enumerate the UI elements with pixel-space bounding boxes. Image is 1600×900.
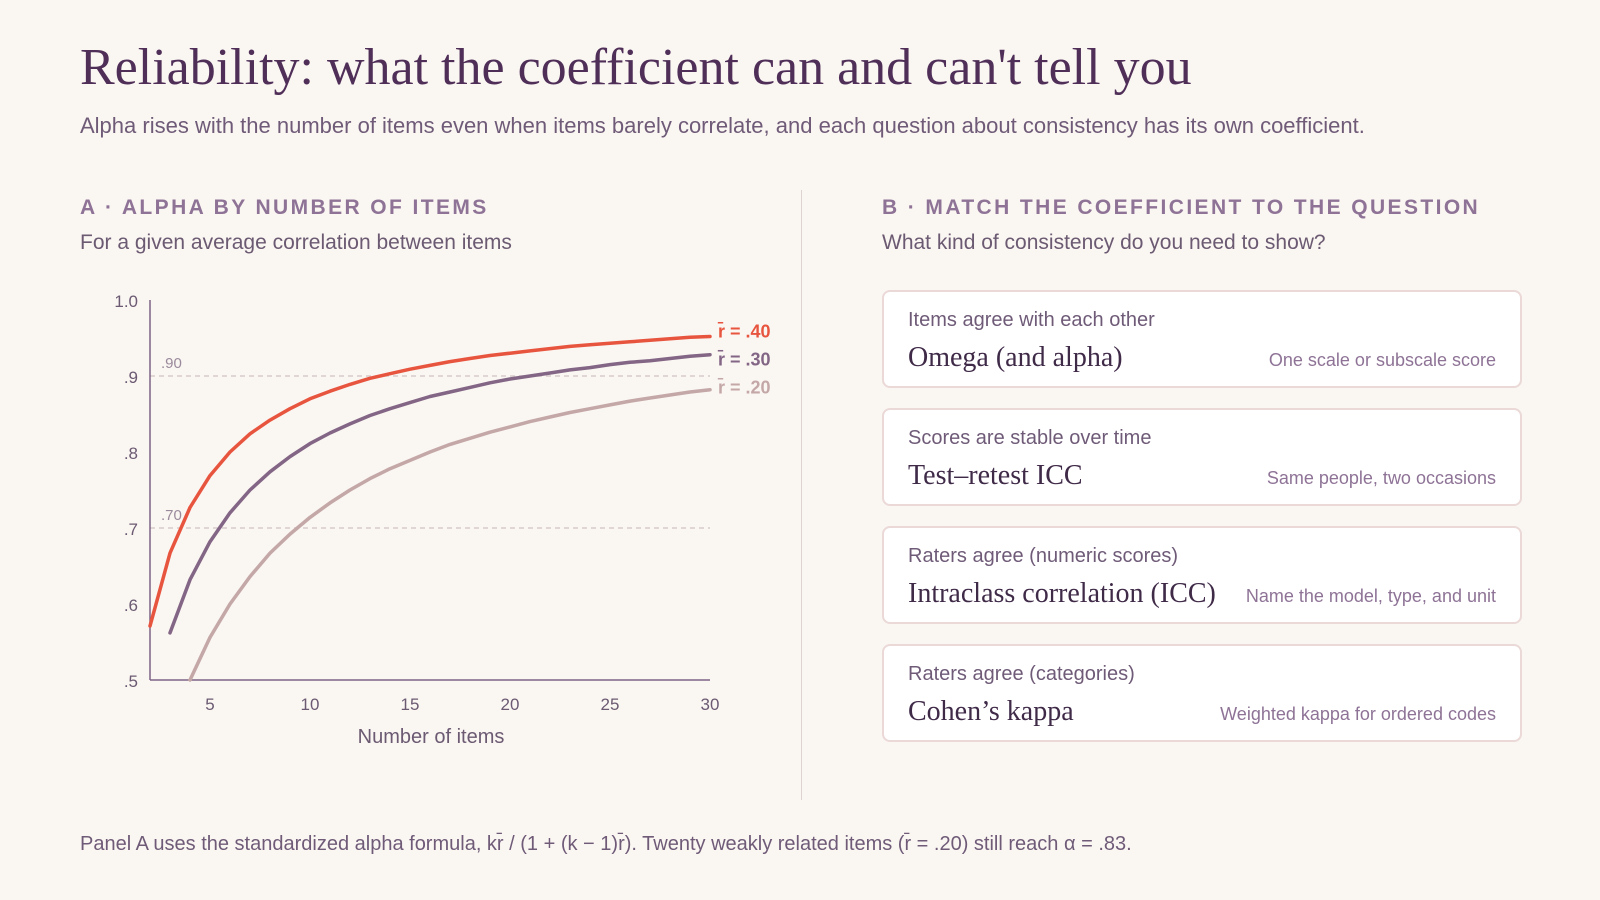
coefficient-card-kappa: Raters agree (categories) Cohen’s kappa … [882, 644, 1522, 742]
reference-lines: .90 .70 [150, 355, 710, 529]
reference-line-label: .90 [161, 355, 182, 372]
x-tick-label: 30 [701, 695, 720, 714]
series-labels: r̄ = .40 r̄ = .30 r̄ = .20 [717, 321, 770, 397]
card-note: One scale or subscale score [1268, 350, 1496, 370]
series-line-r02 [188, 387, 712, 682]
y-tick-label: 1.0 [114, 292, 138, 311]
x-tick-label: 15 [401, 695, 420, 714]
card-question: Items agree with each other [908, 309, 1155, 331]
panel-divider [801, 190, 802, 800]
panel-a-heading: A · ALPHA BY NUMBER OF ITEMS [80, 196, 489, 219]
alpha-line-chart: .90 .70 .5 .6 .7 .8 .9 1.0 5 10 15 20 25 30 r̄ = .40… [114, 292, 770, 748]
chart-axes: .5 .6 .7 .8 .9 1.0 5 10 15 20 25 30 [114, 292, 719, 714]
coefficient-card-icc: Raters agree (numeric scores) Intraclass… [882, 526, 1522, 624]
x-tick-label: 10 [301, 695, 320, 714]
panel-b-heading: B · MATCH THE COEFFICIENT TO THE QUESTIO… [882, 196, 1481, 219]
card-question: Raters agree (numeric scores) [908, 545, 1179, 567]
series-end-label: r̄ = .20 [717, 377, 770, 397]
card-note: Name the model, type, and unit [1245, 586, 1496, 606]
card-note: Same people, two occasions [1266, 468, 1496, 488]
page-title: Reliability: what the coefficient can an… [80, 39, 1192, 96]
y-tick-label: .6 [124, 596, 138, 615]
reference-line-label: .70 [161, 507, 182, 524]
footnote: Panel A uses the standardized alpha form… [80, 833, 1132, 855]
x-axis-label: Number of items [358, 726, 505, 748]
card-note: Weighted kappa for ordered codes [1220, 704, 1496, 724]
card-question: Scores are stable over time [908, 427, 1152, 449]
panel-a-subheading: For a given average correlation between … [80, 231, 512, 254]
coefficient-card-internal-consistency: Items agree with each other Omega (and a… [882, 290, 1522, 388]
series-lines [148, 334, 712, 682]
panel-b-subheading: What kind of consistency do you need to … [882, 231, 1326, 254]
x-tick-label: 20 [501, 695, 520, 714]
y-tick-label: .9 [124, 368, 138, 387]
y-tick-label: .5 [124, 672, 138, 691]
coefficient-card-test-retest: Scores are stable over time Test–retest … [882, 408, 1522, 506]
series-line-r04 [148, 334, 712, 628]
series-end-label: r̄ = .40 [717, 321, 770, 341]
y-tick-label: .8 [124, 444, 138, 463]
x-tick-label: 5 [205, 695, 214, 714]
card-coefficient: Intraclass correlation (ICC) [908, 578, 1216, 609]
series-end-label: r̄ = .30 [717, 349, 770, 369]
y-tick-label: .7 [124, 520, 138, 539]
card-coefficient: Omega (and alpha) [908, 342, 1123, 373]
page-subtitle: Alpha rises with the number of items eve… [80, 113, 1365, 138]
card-question: Raters agree (categories) [908, 663, 1135, 685]
card-coefficient: Test–retest ICC [908, 460, 1083, 491]
series-line-r03 [168, 352, 712, 635]
x-tick-label: 25 [601, 695, 620, 714]
card-coefficient: Cohen’s kappa [908, 696, 1074, 727]
